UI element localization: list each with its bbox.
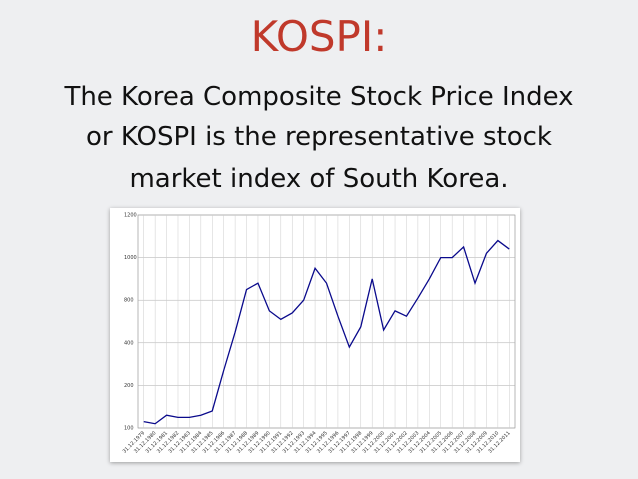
y-tick-label: 800 xyxy=(124,298,134,304)
slide-text: market index of South Korea. xyxy=(129,164,509,194)
y-tick-label: 1000 xyxy=(124,255,137,261)
slide-text: or KOSPI is the representative stock xyxy=(86,122,552,152)
line-series xyxy=(143,239,510,425)
slide-title: KOSPI: xyxy=(250,12,388,61)
y-tick-label: 200 xyxy=(124,383,134,389)
slide-text: The Korea Composite Stock Price Index xyxy=(64,82,574,112)
y-tick-label: 100 xyxy=(124,426,134,432)
y-tick-label: 1200 xyxy=(124,213,137,219)
chart: 1002004008001000120031.12.197931.12.1980… xyxy=(110,208,520,462)
y-tick-label: 400 xyxy=(124,340,134,346)
